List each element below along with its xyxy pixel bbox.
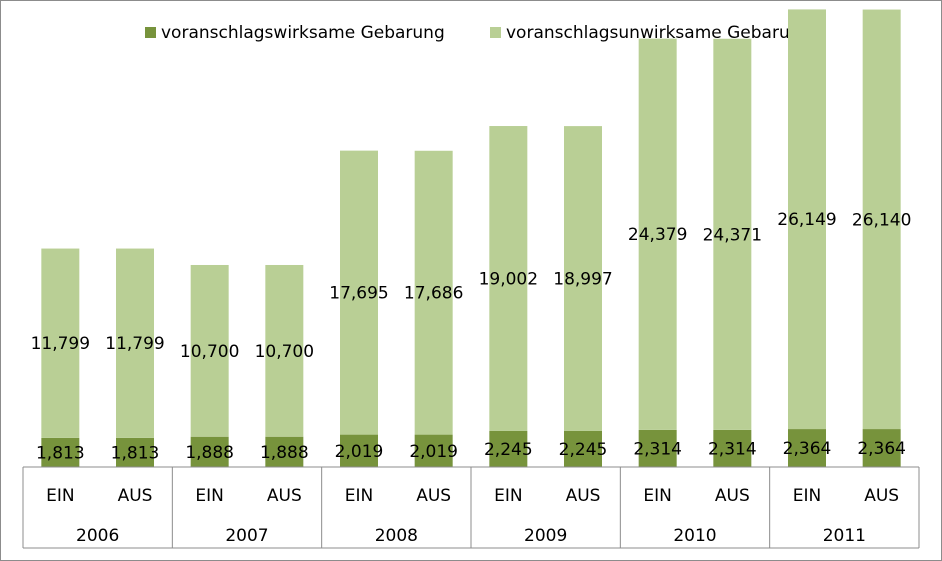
data-label-wirksam-9: 2,314 [708, 439, 757, 459]
bar-unwirksam-11 [862, 9, 901, 430]
legend: voranschlagswirksame Gebarung voranschla… [145, 23, 811, 43]
data-label-unwirksam-10: 26,149 [777, 210, 836, 230]
category-axis: EIN AUS EIN AUS EIN AUS EIN AUS EIN AUS EIN AUS 2006… [22, 466, 920, 549]
legend-label-voranschlagswirksame: voranschlagswirksame Gebarung [161, 23, 445, 43]
legend-label-voranschlagsunwirksame: voranschlagsunwirksame Gebarung [506, 23, 811, 43]
bar-unwirksam-9 [713, 38, 752, 430]
legend-item-voranschlagsunwirksame: voranschlagsunwirksame Gebarung [490, 23, 811, 43]
group-label-2007: 2007 [225, 526, 268, 546]
bar-unwirksam-2 [190, 264, 229, 437]
bar-unwirksam-1 [116, 248, 154, 438]
group-label-2011: 2011 [823, 526, 866, 546]
plot-area: 1,813 11,799 1,813 11,799 1,888 10,700 1,888 10… [31, 9, 911, 467]
category-tick-label-3: AUS [267, 486, 302, 506]
group-label-2010: 2010 [673, 526, 716, 546]
data-label-unwirksam-5: 17,686 [404, 284, 463, 304]
legend-swatch-voranschlagswirksame [145, 27, 156, 38]
data-label-unwirksam-3: 10,700 [255, 342, 314, 362]
data-label-wirksam-11: 2,364 [857, 439, 906, 459]
bar-unwirksam-0 [41, 248, 80, 438]
data-label-unwirksam-6: 19,002 [479, 269, 538, 289]
category-tick-label-4: EIN [345, 486, 373, 506]
data-label-unwirksam-1: 11,799 [105, 334, 164, 354]
group-label-2006: 2006 [76, 526, 119, 546]
category-tick-label-5: AUS [416, 486, 451, 506]
group-label-2009: 2009 [524, 526, 567, 546]
data-label-wirksam-8: 2,314 [633, 439, 682, 459]
data-label-unwirksam-7: 18,997 [553, 270, 612, 290]
category-tick-label-1: AUS [118, 486, 153, 506]
bar-wirksam-3 [265, 436, 304, 467]
bar-wirksam-11 [862, 429, 901, 467]
bar-wirksam-8 [638, 429, 677, 467]
bar-wirksam-2 [190, 436, 229, 467]
bar-wirksam-0 [41, 437, 80, 467]
legend-item-voranschlagswirksame: voranschlagswirksame Gebarung [145, 23, 445, 43]
category-tick-label-2: EIN [195, 486, 223, 506]
category-tick-label-8: EIN [643, 486, 671, 506]
bar-unwirksam-8 [638, 38, 677, 430]
data-label-unwirksam-11: 26,140 [852, 210, 911, 230]
bar-unwirksam-10 [788, 9, 826, 430]
data-label-unwirksam-9: 24,371 [703, 225, 762, 245]
bar-wirksam-6 [489, 430, 528, 467]
bar-unwirksam-7 [564, 126, 602, 431]
data-label-unwirksam-8: 24,379 [628, 225, 687, 245]
group-label-2008: 2008 [375, 526, 418, 546]
bar-unwirksam-5 [414, 150, 453, 435]
data-label-wirksam-6: 2,245 [484, 440, 533, 460]
category-tick-label-6: EIN [494, 486, 522, 506]
bar-wirksam-5 [414, 434, 453, 467]
data-label-wirksam-5: 2,019 [409, 442, 458, 462]
legend-swatch-voranschlagsunwirksame [490, 27, 501, 38]
bar-unwirksam-4 [340, 150, 378, 435]
data-label-wirksam-10: 2,364 [783, 439, 832, 459]
bar-wirksam-10 [788, 429, 826, 467]
data-label-wirksam-4: 2,019 [335, 442, 384, 462]
data-label-unwirksam-2: 10,700 [180, 342, 239, 362]
data-label-wirksam-7: 2,245 [559, 440, 608, 460]
bar-wirksam-9 [713, 429, 752, 467]
category-tick-label-9: AUS [715, 486, 750, 506]
data-label-unwirksam-4: 17,695 [329, 284, 388, 304]
bar-unwirksam-6 [489, 126, 528, 431]
bar-unwirksam-3 [265, 264, 304, 437]
bar-wirksam-7 [564, 430, 602, 467]
bar-wirksam-1 [116, 437, 154, 467]
category-tick-label-0: EIN [46, 486, 74, 506]
data-label-wirksam-1: 1,813 [111, 443, 160, 463]
bar-wirksam-4 [340, 434, 378, 467]
category-tick-label-7: AUS [566, 486, 601, 506]
data-label-wirksam-2: 1,888 [185, 443, 234, 463]
data-label-wirksam-3: 1,888 [260, 443, 309, 463]
data-label-wirksam-0: 1,813 [36, 443, 85, 463]
data-label-unwirksam-0: 11,799 [31, 334, 90, 354]
category-tick-label-11: AUS [864, 486, 899, 506]
category-tick-label-10: EIN [793, 486, 821, 506]
